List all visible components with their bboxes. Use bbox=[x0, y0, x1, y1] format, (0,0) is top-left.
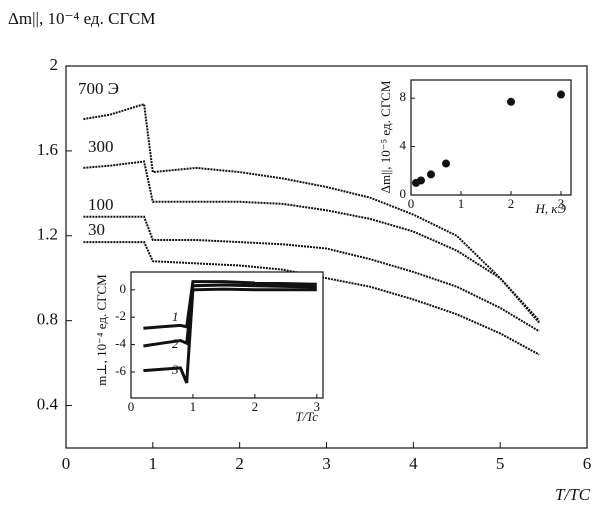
series-label: 700 Э bbox=[78, 79, 119, 98]
data-line bbox=[83, 160, 540, 324]
y-tick-label: 0 bbox=[120, 281, 127, 296]
x-tick-label: 6 bbox=[583, 454, 592, 473]
x-tick-label: 1 bbox=[458, 196, 465, 211]
x-tick-label: 2 bbox=[508, 196, 515, 211]
x-tick-label: 0 bbox=[62, 454, 71, 473]
x-tick-label: 3 bbox=[314, 399, 321, 414]
series-label: 1 bbox=[172, 309, 179, 324]
y-tick-label: 4 bbox=[400, 138, 407, 153]
x-tick-label: 4 bbox=[409, 454, 418, 473]
series-label: 3 bbox=[171, 362, 179, 377]
y-tick-label: 8 bbox=[400, 89, 407, 104]
x-tick-label: 2 bbox=[235, 454, 244, 473]
point bbox=[417, 176, 425, 185]
x-axis-label: H, кЭ bbox=[535, 201, 567, 216]
y-axis-label: m⊥, 10⁻⁴ ед. СГСМ bbox=[94, 274, 109, 386]
x-tick-label: 0 bbox=[128, 399, 135, 414]
point bbox=[442, 159, 450, 168]
data-line bbox=[143, 280, 317, 330]
data-line bbox=[143, 283, 317, 348]
y-axis-label: Δm||, 10⁻⁵ ед. СГСМ bbox=[378, 80, 393, 193]
x-tick-label: 3 bbox=[558, 196, 565, 211]
y-tick-label: 0.4 bbox=[37, 394, 59, 413]
y-tick-label: -2 bbox=[115, 308, 126, 323]
series-label: 300 bbox=[88, 137, 114, 156]
data-line bbox=[143, 287, 317, 384]
x-tick-label: 5 bbox=[496, 454, 505, 473]
series-label: 2 bbox=[172, 336, 179, 351]
y-axis-label: Δm||, 10⁻⁴ ед. СГСМ bbox=[8, 9, 155, 28]
inset-background bbox=[411, 80, 571, 195]
x-axis-label: T/TC bbox=[555, 485, 591, 504]
x-tick-label: 3 bbox=[322, 454, 331, 473]
y-tick-label: 1.2 bbox=[37, 225, 58, 244]
y-tick-label: 0 bbox=[400, 186, 407, 201]
x-tick-label: 2 bbox=[252, 399, 259, 414]
y-tick-label: -6 bbox=[115, 363, 126, 378]
plot-frame bbox=[130, 271, 324, 399]
plot-frame bbox=[410, 79, 572, 196]
inset-background bbox=[131, 272, 323, 398]
x-axis-label: T/Tc bbox=[295, 409, 318, 424]
y-tick-label: 0.8 bbox=[37, 310, 58, 329]
point bbox=[557, 90, 565, 99]
data-line bbox=[83, 215, 540, 333]
x-tick-label: 1 bbox=[149, 454, 158, 473]
x-tick-label: 1 bbox=[190, 399, 197, 414]
point bbox=[507, 97, 515, 106]
series-label: 100 bbox=[88, 195, 114, 214]
data-line bbox=[83, 102, 540, 322]
data-line bbox=[83, 241, 540, 356]
series-label: 30 bbox=[88, 220, 105, 239]
y-tick-label: 2 bbox=[50, 55, 59, 74]
y-tick-label: 1.6 bbox=[37, 140, 58, 159]
point bbox=[427, 170, 435, 179]
x-tick-label: 0 bbox=[408, 196, 415, 211]
y-tick-label: -4 bbox=[115, 336, 126, 351]
